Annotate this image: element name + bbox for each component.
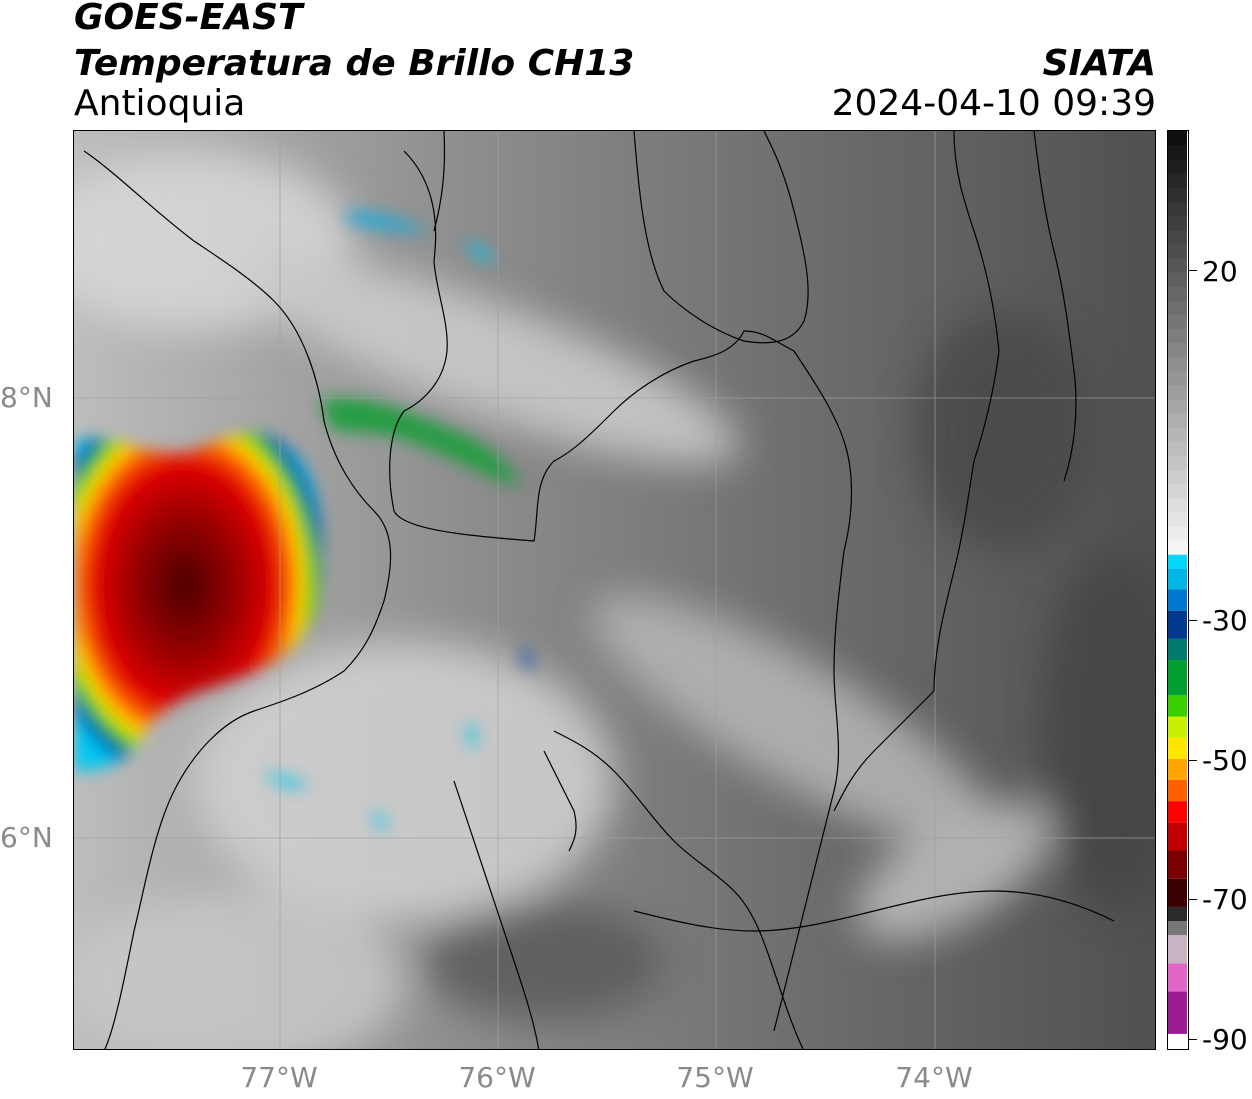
colorbar-segment bbox=[1168, 963, 1187, 992]
cold-cloud-streaks bbox=[264, 211, 532, 831]
colorbar-tick-20 bbox=[1189, 270, 1197, 271]
map-panel[interactable] bbox=[73, 130, 1156, 1050]
colorbar-segment bbox=[1168, 526, 1187, 541]
colorbar-segment bbox=[1168, 243, 1187, 259]
colorbar-segment bbox=[1168, 801, 1187, 823]
colorbar-label-minus50: -50 bbox=[1202, 744, 1248, 777]
colorbar-segment bbox=[1168, 540, 1187, 555]
colorbar-segment bbox=[1168, 187, 1187, 203]
colorbar-segment bbox=[1168, 131, 1187, 146]
colorbar-segment bbox=[1168, 201, 1187, 217]
gridlines bbox=[74, 131, 1155, 1049]
lat-label-8n: 8°N bbox=[0, 381, 53, 414]
colorbar-tick-minus50 bbox=[1189, 760, 1197, 761]
colorbar-label-minus70: -70 bbox=[1202, 883, 1248, 916]
colorbar-segment bbox=[1168, 554, 1187, 569]
colorbar-segment bbox=[1168, 906, 1187, 922]
colorbar-label-20: 20 bbox=[1202, 255, 1238, 288]
satellite-image bbox=[74, 131, 1155, 1049]
colorbar-segment bbox=[1168, 455, 1187, 471]
colorbar-segment bbox=[1168, 229, 1187, 245]
colorbar-segment bbox=[1168, 589, 1187, 611]
colorbar-segment bbox=[1168, 850, 1187, 879]
colorbar-tick-minus90 bbox=[1189, 1039, 1197, 1040]
product-title: Temperatura de Brillo CH13 bbox=[74, 43, 635, 84]
colorbar-segment bbox=[1168, 610, 1187, 639]
region-label: Antioquia bbox=[74, 83, 246, 124]
colorbar-label-minus90: -90 bbox=[1202, 1023, 1248, 1056]
colorbar-segment bbox=[1168, 356, 1187, 372]
colorbar-segment bbox=[1168, 716, 1187, 738]
colorbar-segment bbox=[1168, 342, 1187, 358]
colorbar-segment bbox=[1168, 497, 1187, 513]
colorbar-segment bbox=[1168, 173, 1187, 188]
colorbar-segment bbox=[1168, 935, 1187, 964]
lon-label-75w: 75°W bbox=[676, 1061, 754, 1094]
boundaries bbox=[83, 131, 1115, 1049]
colorbar-segment bbox=[1168, 159, 1187, 174]
satellite-title: GOES-EAST bbox=[74, 0, 303, 38]
colorbar-label-minus30: -30 bbox=[1202, 604, 1248, 637]
cold-cloud-cluster bbox=[74, 434, 321, 771]
colorbar-segment bbox=[1168, 1033, 1187, 1048]
colorbar-segment bbox=[1168, 300, 1187, 315]
colorbar-segment bbox=[1168, 991, 1187, 1034]
colorbar-segment bbox=[1168, 878, 1187, 907]
colorbar-segment bbox=[1168, 427, 1187, 442]
colorbar-segment bbox=[1168, 758, 1187, 780]
colorbar-tick-minus30 bbox=[1189, 620, 1197, 621]
colorbar bbox=[1167, 130, 1189, 1050]
colorbar-segment bbox=[1168, 737, 1187, 759]
colorbar-segment bbox=[1168, 921, 1187, 936]
colorbar-segment bbox=[1168, 483, 1187, 499]
colorbar-segment bbox=[1168, 370, 1187, 386]
colorbar-segment bbox=[1168, 257, 1187, 273]
colorbar-segment bbox=[1168, 568, 1187, 590]
colorbar-segment bbox=[1168, 511, 1187, 527]
colorbar-segment bbox=[1168, 286, 1187, 301]
colorbar-segment bbox=[1168, 660, 1187, 696]
colorbar-gradient bbox=[1168, 131, 1187, 1048]
timestamp-label: 2024-04-10 09:39 bbox=[831, 83, 1156, 124]
lon-label-77w: 77°W bbox=[240, 1061, 318, 1094]
colorbar-segment bbox=[1168, 399, 1187, 414]
colorbar-segment bbox=[1168, 441, 1187, 456]
colorbar-segment bbox=[1168, 469, 1187, 485]
agency-label: SIATA bbox=[1042, 43, 1156, 84]
colorbar-segment bbox=[1168, 328, 1187, 344]
colorbar-segment bbox=[1168, 779, 1187, 802]
lat-label-6n: 6°N bbox=[0, 821, 53, 854]
colorbar-segment bbox=[1168, 822, 1187, 851]
colorbar-tick-minus70 bbox=[1189, 899, 1197, 900]
colorbar-segment bbox=[1168, 272, 1187, 287]
colorbar-segment bbox=[1168, 215, 1187, 231]
colorbar-segment bbox=[1168, 695, 1187, 717]
colorbar-segment bbox=[1168, 384, 1187, 400]
colorbar-segment bbox=[1168, 145, 1187, 160]
colorbar-segment bbox=[1168, 638, 1187, 661]
lon-label-76w: 76°W bbox=[458, 1061, 536, 1094]
colorbar-segment bbox=[1168, 314, 1187, 330]
lon-label-74w: 74°W bbox=[895, 1061, 973, 1094]
colorbar-segment bbox=[1168, 413, 1187, 428]
